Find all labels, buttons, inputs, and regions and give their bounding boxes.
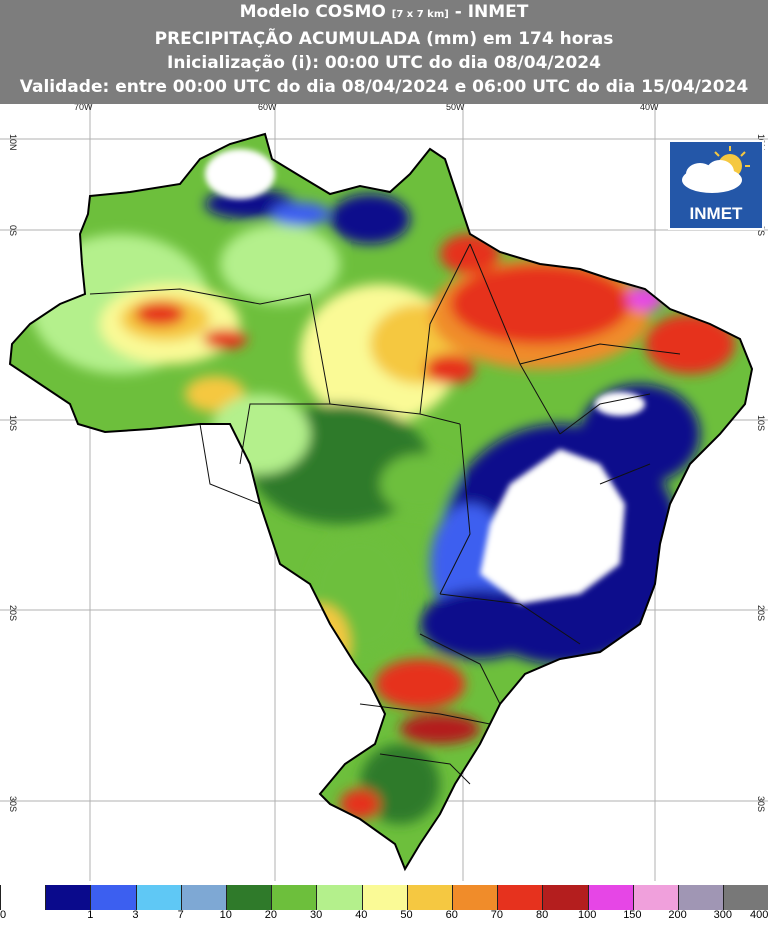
legend-label: 60	[445, 909, 458, 921]
legend-swatch	[678, 885, 725, 910]
lat-label-left-10n: 10N	[8, 134, 18, 151]
lon-label-60w: 60W	[258, 104, 277, 112]
model-title: Modelo COSMO [7 x 7 km] - INMET	[239, 2, 529, 22]
lon-label-70w: 70W	[74, 104, 93, 112]
lat-label-right-10s: 10S	[756, 415, 766, 431]
top-grid-labels: 70W 60W 50W 40W	[74, 102, 659, 112]
legend-swatch	[226, 885, 273, 910]
legend-label: 1	[87, 909, 94, 921]
inmet-logo: INMET	[668, 140, 764, 230]
cloud-sun-icon	[682, 146, 750, 193]
legend-swatch	[723, 885, 768, 910]
map-header: Modelo COSMO [7 x 7 km] - INMET PRECIPIT…	[0, 0, 768, 104]
legend-label: 0	[0, 909, 7, 921]
legend-label: 50	[400, 909, 413, 921]
legend-label: 150	[623, 909, 642, 921]
left-grid-labels: 10N 0S 10S 20S 30S	[8, 134, 18, 812]
legend-label: 400	[750, 909, 768, 921]
lat-label-right-30s: 30S	[756, 796, 766, 812]
legend-swatch	[361, 885, 408, 910]
legend-label: 100	[578, 909, 597, 921]
legend-swatch	[0, 885, 47, 910]
logo-text: INMET	[689, 204, 743, 223]
legend-label: 20	[264, 909, 278, 921]
legend-label: 3	[132, 909, 139, 921]
lat-label-left-20s: 20S	[8, 605, 18, 621]
legend-swatch	[587, 885, 634, 910]
legend-swatch	[135, 885, 182, 910]
legend-label: 300	[713, 909, 732, 921]
precipitation-legend: 0 1 3 7 10 20 30 40 50 60 70 80 100 150 200 300 400	[0, 883, 768, 925]
legend-swatch	[497, 885, 544, 910]
product-title: PRECIPITAÇÃO ACUMULADA (mm) em 174 horas	[154, 29, 614, 49]
legend-swatch	[316, 885, 363, 910]
lat-label-left-0s: 0S	[8, 225, 18, 236]
legend-label: 7	[177, 909, 184, 921]
legend-swatch	[45, 885, 92, 910]
precipitation-field	[10, 134, 752, 869]
lat-label-right-20s: 20S	[756, 605, 766, 621]
legend-label: 10	[219, 909, 232, 921]
state-boundaries	[89, 243, 681, 785]
legend-swatch	[180, 885, 227, 910]
legend-swatch	[90, 885, 137, 910]
legend-swatch	[632, 885, 679, 910]
legend-label: 30	[310, 909, 323, 921]
lat-label-left-30s: 30S	[8, 796, 18, 812]
legend-label: 40	[355, 909, 368, 921]
right-grid-labels: 10N 0S 10S 20S 30S	[756, 134, 766, 812]
legend-swatch	[452, 885, 499, 910]
legend-label: 80	[536, 909, 549, 921]
initialization-text: Inicialização (i): 00:00 UTC do dia 08/0…	[167, 53, 601, 73]
legend-label: 70	[490, 909, 504, 921]
lon-label-40w: 40W	[640, 104, 659, 112]
lat-label-right-0s: 0S	[756, 225, 766, 236]
lon-label-50w: 50W	[446, 104, 465, 112]
precipitation-map: 70W 60W 50W 40W 10N 0S 10S 20S 30S 10N 0…	[0, 102, 768, 881]
validity-text: Validade: entre 00:00 UTC do dia 08/04/2…	[19, 77, 749, 97]
legend-swatch	[406, 885, 453, 910]
legend-swatch	[542, 885, 589, 910]
legend-label: 200	[668, 909, 687, 921]
legend-swatch	[271, 885, 318, 910]
lat-label-left-10s: 10S	[8, 415, 18, 431]
